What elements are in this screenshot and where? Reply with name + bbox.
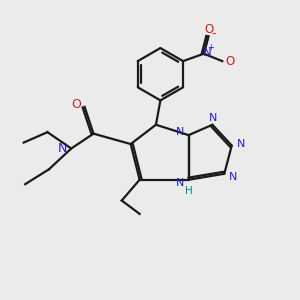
Text: O: O [204, 22, 214, 35]
Text: +: + [207, 43, 214, 52]
Text: N: N [203, 46, 212, 59]
Text: O: O [72, 98, 82, 111]
Text: N: N [209, 113, 217, 123]
Text: N: N [236, 139, 245, 149]
Text: N: N [176, 127, 184, 137]
Text: N: N [58, 142, 68, 155]
Text: O: O [225, 55, 234, 68]
Text: N: N [228, 172, 237, 182]
Text: N: N [176, 178, 184, 188]
Text: H: H [185, 186, 193, 196]
Text: -: - [212, 27, 216, 40]
